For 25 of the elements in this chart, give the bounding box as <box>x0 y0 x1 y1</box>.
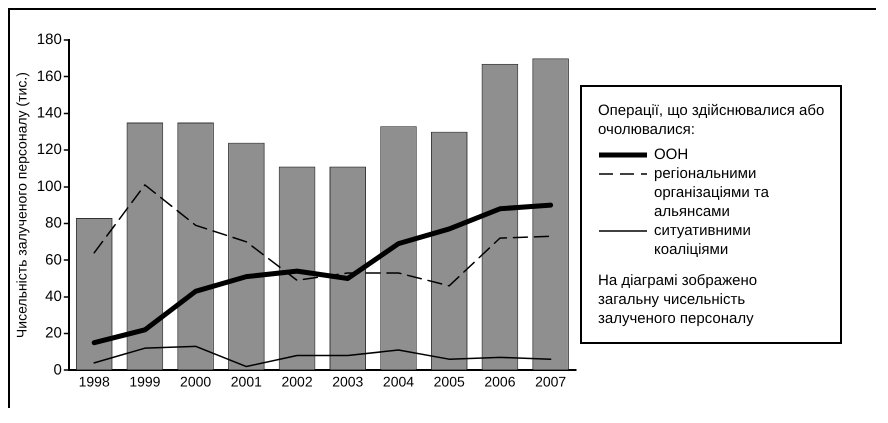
y-tick-label: 180 <box>36 31 62 48</box>
x-tick-label: 1999 <box>129 373 161 390</box>
legend-title: Операції, що здійснювалися або очолювалися: <box>598 100 826 138</box>
x-tick-label: 2003 <box>332 373 364 390</box>
y-tick-label: 100 <box>36 178 62 195</box>
y-tick-label: 20 <box>45 324 62 342</box>
y-tick-label: 80 <box>45 214 62 232</box>
y-tick-label: 140 <box>36 104 62 122</box>
x-tick-label: 2001 <box>230 373 262 390</box>
x-tick-label: 2002 <box>281 373 313 390</box>
y-tick-label: 160 <box>36 68 62 85</box>
x-tick-label: 1998 <box>78 373 110 390</box>
y-tick-label: 40 <box>45 288 62 305</box>
y-tick-label: 120 <box>36 141 62 158</box>
y-axis-title: Чисельність залученого персоналу (тис.) <box>13 72 30 338</box>
text: На діаграмі зображено загальну чисельність залученого персоналу <box>598 270 758 328</box>
x-tick-label: 2005 <box>434 373 465 390</box>
legend-label: ситуативними коаліціями <box>654 220 752 258</box>
legend-label: ООН <box>654 144 688 164</box>
y-tick-label: 0 <box>53 361 62 378</box>
x-tick-label: 2006 <box>484 373 516 390</box>
y-tick-label: 60 <box>45 251 62 268</box>
x-tick-label: 2007 <box>535 373 566 390</box>
x-tick-label: 2000 <box>180 373 212 390</box>
x-tick-label: 2004 <box>382 373 414 390</box>
